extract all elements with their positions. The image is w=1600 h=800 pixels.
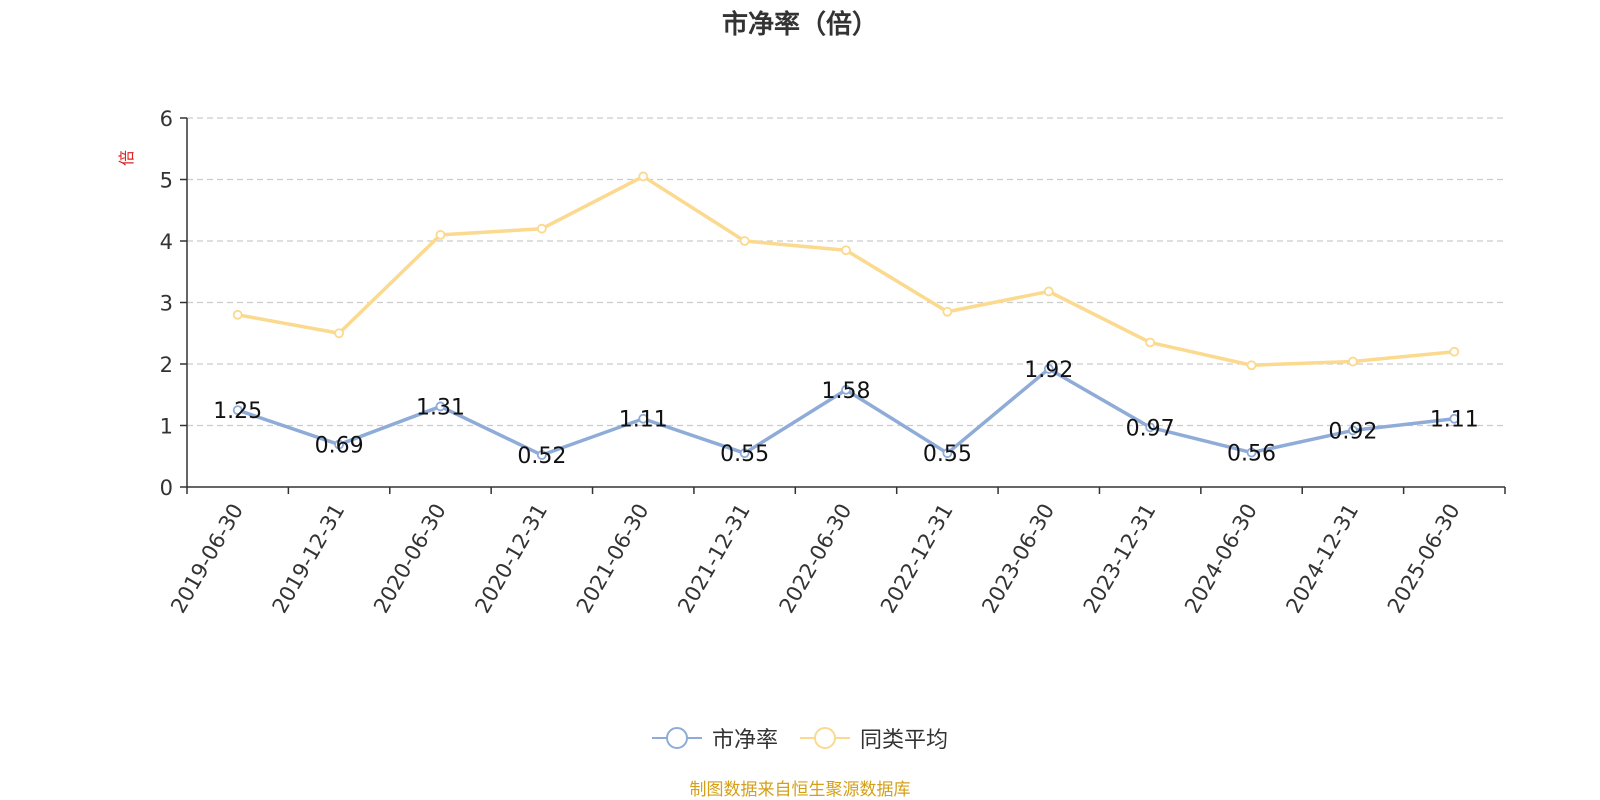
y-axis-label: 倍 <box>117 150 136 166</box>
data-label: 1.92 <box>1024 358 1073 383</box>
legend-marker-icon <box>800 726 850 750</box>
data-point <box>638 413 649 424</box>
data-point <box>1145 337 1156 348</box>
data-point <box>334 439 344 450</box>
data-label: 0.55 <box>720 442 769 467</box>
series-lines <box>232 171 1460 460</box>
x-tick-label: 2019-06-30 <box>166 500 248 618</box>
data-point <box>435 229 446 240</box>
y-tick-label: 3 <box>160 292 173 316</box>
data-label: 1.25 <box>213 399 262 424</box>
data-point <box>1246 447 1257 458</box>
legend-label: 同类平均 <box>860 728 949 753</box>
y-tick-label: 0 <box>160 476 173 500</box>
legend-label: 市净率 <box>711 728 778 753</box>
x-tick-label: 2020-06-30 <box>369 500 451 618</box>
legend-item[interactable]: 市净率 <box>651 722 778 754</box>
data-labels: 1.25 0.69 1.31 0.52 1.11 0.55 1.58 0.55 1.92 0.97… <box>213 358 1479 469</box>
legend-item[interactable]: 同类平均 <box>800 722 948 754</box>
data-point <box>1449 413 1460 424</box>
data-point <box>1449 346 1460 357</box>
data-point <box>232 405 243 416</box>
data-point <box>638 171 649 182</box>
x-tick-label: 2021-12-31 <box>673 500 755 618</box>
data-point <box>942 306 953 317</box>
x-tick-label: 2022-12-31 <box>876 500 958 618</box>
data-label: 0.97 <box>1126 416 1175 441</box>
x-tick-label: 2021-06-30 <box>572 500 654 618</box>
data-point <box>1246 360 1257 371</box>
data-point <box>334 328 344 339</box>
data-point <box>841 384 851 395</box>
x-tick-label: 2023-12-31 <box>1079 500 1161 618</box>
data-point <box>536 450 547 460</box>
x-tick-label: 2020-12-31 <box>470 500 552 618</box>
y-tick-label: 5 <box>160 169 173 193</box>
data-label: 0.55 <box>923 442 972 467</box>
data-point <box>232 309 243 320</box>
legend-marker-icon <box>651 726 702 750</box>
data-label: 0.56 <box>1227 442 1276 467</box>
data-label: 0.92 <box>1328 419 1377 444</box>
x-tick-label: 2025-06-30 <box>1383 500 1465 618</box>
x-tick-label: 2023-06-30 <box>977 500 1059 618</box>
data-point <box>1348 356 1358 367</box>
series-line-1 <box>237 174 1455 367</box>
y-tick-label: 1 <box>160 415 173 439</box>
data-point <box>1043 364 1054 374</box>
data-point <box>739 236 750 246</box>
data-point <box>435 401 446 412</box>
x-tick-label: 2022-06-30 <box>775 500 857 618</box>
data-label: 0.69 <box>315 434 364 459</box>
data-point <box>942 448 953 459</box>
y-tick-label: 4 <box>160 230 173 254</box>
data-point <box>1145 422 1156 433</box>
data-label: 1.31 <box>416 395 465 420</box>
data-label: 1.11 <box>619 408 668 433</box>
data-label: 0.52 <box>517 444 566 469</box>
x-tick-label: 2024-12-31 <box>1281 500 1363 618</box>
data-point <box>1043 286 1054 297</box>
data-label: 1.11 <box>1430 408 1479 433</box>
x-tick-label: 2024-06-30 <box>1180 500 1262 618</box>
y-tick-label: 2 <box>160 353 173 377</box>
data-label: 1.58 <box>822 379 871 404</box>
y-tick-label: 6 <box>160 107 173 131</box>
data-point <box>739 448 750 459</box>
chart-title: 市净率（倍） <box>721 10 878 40</box>
source-note: 制图数据来自恒生聚源数据库 <box>689 780 911 800</box>
data-point <box>536 223 547 234</box>
data-point <box>1348 425 1358 436</box>
legend: 市净率 同类平均 <box>0 722 1600 754</box>
x-tick-label: 2019-12-31 <box>268 500 350 618</box>
data-point <box>841 245 851 256</box>
